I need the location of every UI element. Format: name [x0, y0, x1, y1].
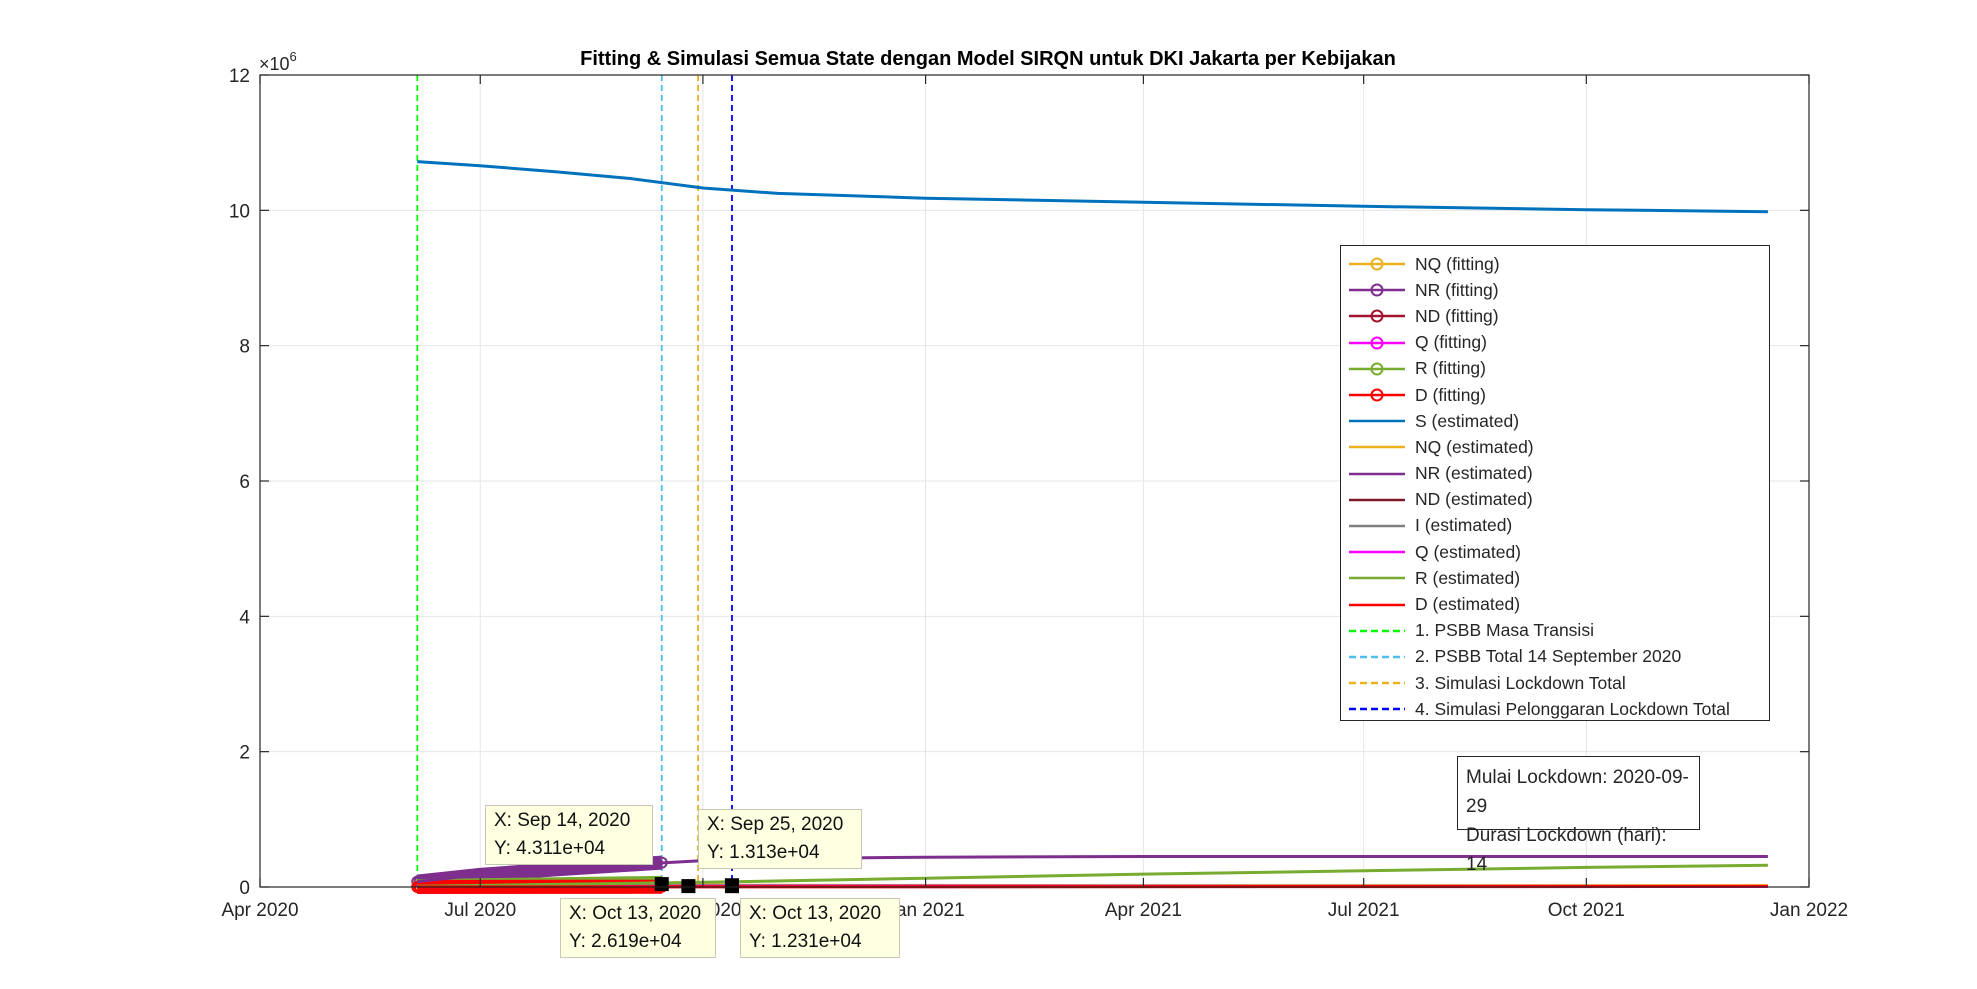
legend-swatch [1349, 257, 1405, 271]
datatip-1-x: X: Sep 14, 2020 [494, 810, 631, 831]
legend-label: NQ (fitting) [1415, 253, 1500, 274]
y-tick-label: 2 [239, 743, 250, 764]
x-tick-label: Jan 2021 [886, 900, 964, 921]
legend-entry[interactable]: ND (estimated) [1341, 487, 1769, 513]
legend-label: Q (estimated) [1415, 541, 1521, 562]
datatip-marker[interactable] [681, 879, 696, 894]
legend-swatch [1349, 446, 1405, 449]
legend-swatch [1349, 362, 1405, 376]
datatip-marker[interactable] [724, 879, 739, 894]
legend-swatch [1349, 524, 1405, 528]
chart-legend: NQ (fitting) NR (fitting) ND (fitting) Q (f… [1340, 245, 1770, 721]
datatip-2-y: Y: 1.313e+04 [707, 842, 820, 863]
estimated-series [417, 160, 1768, 214]
datatip-4-y: Y: 1.231e+04 [749, 931, 862, 952]
legend-entry[interactable]: I (estimated) [1341, 513, 1769, 539]
legend-label: S (estimated) [1415, 410, 1520, 431]
legend-entry[interactable]: NQ (estimated) [1341, 434, 1769, 460]
x-tick-label: Jul 2020 [444, 900, 516, 921]
legend-entry[interactable]: 1. PSBB Masa Transisi [1341, 618, 1769, 644]
y-exponent-label: ×106 [259, 49, 297, 74]
datatip-2-x: X: Sep 25, 2020 [707, 814, 844, 835]
legend-label: R (estimated) [1415, 567, 1521, 588]
legend-label: D (estimated) [1415, 594, 1521, 615]
y-tick-label: 10 [229, 201, 250, 222]
lockdown-start-text: Mulai Lockdown: 2020-09-29 [1466, 767, 1689, 817]
x-tick-label: Apr 2020 [221, 900, 298, 921]
legend-label: ND (estimated) [1415, 489, 1533, 510]
legend-label: 1. PSBB Masa Transisi [1415, 620, 1594, 641]
legend-entry[interactable]: NQ (fitting) [1341, 251, 1769, 277]
legend-label: D (fitting) [1415, 384, 1486, 405]
datatip-3[interactable]: X: Oct 13, 2020 Y: 2.619e+04 [560, 898, 716, 958]
legend-entry[interactable]: D (estimated) [1341, 591, 1769, 617]
legend-swatch [1349, 283, 1405, 297]
lockdown-info-box: Mulai Lockdown: 2020-09-29 Durasi Lockdo… [1457, 756, 1700, 875]
legend-swatch [1349, 472, 1405, 475]
legend-swatch [1349, 629, 1405, 632]
legend-label: 2. PSBB Total 14 September 2020 [1415, 646, 1682, 667]
legend-entry[interactable]: 4. Simulasi Pelonggaran Lockdown Total [1341, 696, 1769, 722]
legend-label: NR (estimated) [1415, 463, 1533, 484]
legend-label: 4. Simulasi Pelonggaran Lockdown Total [1415, 698, 1730, 719]
legend-label: I (estimated) [1415, 515, 1513, 536]
legend-label: ND (fitting) [1415, 305, 1499, 326]
legend-entry[interactable]: NR (estimated) [1341, 461, 1769, 487]
policy-lines [416, 75, 733, 887]
legend-entry[interactable]: 2. PSBB Total 14 September 2020 [1341, 644, 1769, 670]
legend-swatch [1349, 419, 1405, 423]
y-tick-label: 0 [239, 878, 250, 899]
legend-label: 3. Simulasi Lockdown Total [1415, 672, 1626, 693]
y-tick-label: 4 [239, 607, 250, 628]
legend-swatch [1349, 336, 1405, 350]
legend-swatch [1349, 681, 1405, 685]
legend-label: NR (fitting) [1415, 279, 1499, 300]
datatip-2[interactable]: X: Sep 25, 2020 Y: 1.313e+04 [698, 809, 862, 869]
y-tick-label: 8 [239, 337, 250, 358]
x-tick-label: Oct 2021 [1548, 900, 1625, 921]
y-tick-label: 6 [239, 472, 250, 493]
legend-swatch [1349, 603, 1405, 606]
legend-entry[interactable]: Q (estimated) [1341, 539, 1769, 565]
legend-label: R (fitting) [1415, 358, 1486, 379]
legend-swatch [1349, 577, 1405, 580]
lockdown-duration-text: Durasi Lockdown (hari): 14 [1466, 825, 1667, 875]
datatip-3-x: X: Oct 13, 2020 [569, 903, 702, 924]
x-tick-label: Jul 2021 [1328, 900, 1400, 921]
legend-entry[interactable]: R (fitting) [1341, 356, 1769, 382]
legend-entry[interactable]: D (fitting) [1341, 382, 1769, 408]
legend-swatch [1349, 498, 1405, 502]
datatip-4-x: X: Oct 13, 2020 [749, 903, 882, 924]
datatip-3-y: Y: 2.619e+04 [569, 931, 682, 952]
legend-swatch [1349, 655, 1405, 659]
legend-entry[interactable]: S (estimated) [1341, 408, 1769, 434]
legend-swatch [1349, 388, 1405, 402]
legend-entry[interactable]: 3. Simulasi Lockdown Total [1341, 670, 1769, 696]
legend-label: Q (fitting) [1415, 332, 1487, 353]
legend-entry[interactable]: R (estimated) [1341, 565, 1769, 591]
datatip-4[interactable]: X: Oct 13, 2020 Y: 1.231e+04 [740, 898, 900, 958]
y-tick-label: 12 [229, 66, 250, 87]
x-tick-label: Apr 2021 [1105, 900, 1182, 921]
x-tick-label: Jan 2022 [1770, 900, 1848, 921]
legend-swatch [1349, 550, 1405, 554]
datatip-marker[interactable] [654, 877, 669, 892]
legend-label: NQ (estimated) [1415, 436, 1534, 457]
legend-swatch [1349, 309, 1405, 323]
datatip-1[interactable]: X: Sep 14, 2020 Y: 4.311e+04 [485, 805, 653, 865]
legend-entry[interactable]: ND (fitting) [1341, 303, 1769, 329]
chart-title: Fitting & Simulasi Semua State dengan Mo… [580, 48, 1396, 70]
datatip-1-y: Y: 4.311e+04 [494, 838, 606, 859]
legend-entry[interactable]: NR (fitting) [1341, 277, 1769, 303]
legend-swatch [1349, 708, 1405, 711]
legend-entry[interactable]: Q (fitting) [1341, 330, 1769, 356]
